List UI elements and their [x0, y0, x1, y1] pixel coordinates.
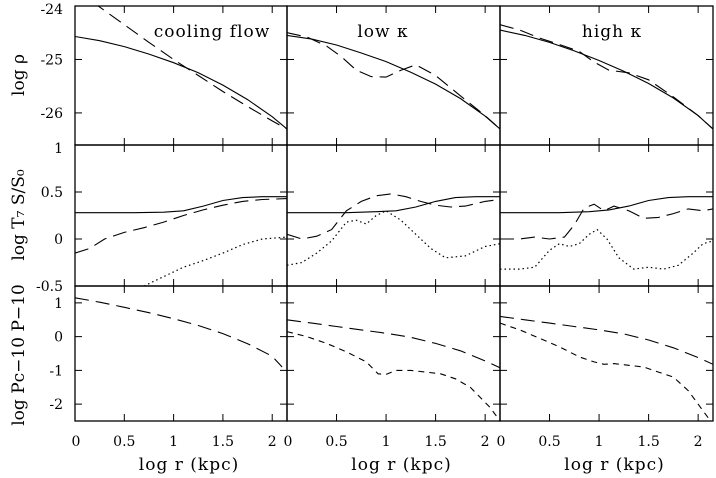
x-tick-label: 0.5: [538, 434, 560, 450]
y-axis-title: log T₇ S/S₀: [9, 169, 29, 261]
series-line-long-dash: [500, 315, 713, 365]
y-tick-label: 0: [54, 232, 63, 248]
series-line-long-dash: [97, 6, 287, 130]
x-tick-label: 0: [284, 434, 293, 450]
series-line-long-dash: [500, 203, 713, 240]
y-axis-title: log ρ: [9, 54, 29, 96]
series-line-solid: [287, 34, 500, 130]
series-line-long-dash: [500, 24, 713, 130]
x-axis-title: log r (kpc): [139, 455, 239, 475]
x-tick-label: 2: [268, 434, 277, 450]
panel-frame: [74, 144, 288, 287]
x-tick-label: 0.5: [325, 434, 347, 450]
series-line-solid: [287, 196, 500, 214]
series-line-short-dash: [500, 322, 712, 421]
panel-title: high κ: [582, 22, 642, 42]
series-line-dotted: [287, 210, 500, 266]
x-tick-label: 1.5: [637, 434, 659, 450]
y-tick-label: -26: [40, 106, 63, 122]
panel-title: cooling flow: [154, 22, 271, 42]
series-line-long-dash: [75, 297, 283, 368]
y-tick-label: -2: [49, 397, 63, 413]
series-line-long-dash: [287, 193, 500, 240]
y-axis-title: log Pc−10 P−10: [9, 284, 29, 426]
y-tick-label: -0.5: [36, 279, 63, 295]
panel-2-0-plot: [75, 297, 283, 368]
x-axis-title: log r (kpc): [351, 455, 451, 475]
panel-frame: [499, 285, 714, 422]
series-line-dotted: [143, 236, 287, 286]
series-line-solid: [500, 29, 713, 130]
series-line-solid: [500, 196, 713, 214]
panel-1-1-plot: [287, 193, 500, 266]
panel-2-1-plot: [287, 319, 500, 421]
x-tick-label: 1.5: [212, 434, 234, 450]
panel-1-0-plot: [75, 196, 287, 286]
panel-frame: [286, 285, 501, 422]
panel-frame: [74, 285, 288, 422]
series-line-solid: [75, 35, 287, 130]
y-tick-label: -1: [49, 363, 63, 379]
series-line-dotted: [500, 228, 713, 270]
series-line-solid: [75, 196, 287, 214]
panel-title: low κ: [357, 22, 408, 42]
x-tick-label: 0: [497, 434, 506, 450]
x-tick-label: 1: [382, 434, 391, 450]
panel-0-2-plot: [500, 24, 713, 130]
y-tick-label: -24: [40, 2, 63, 18]
panel-2-2-plot: [500, 315, 713, 421]
x-tick-label: 1: [595, 434, 604, 450]
y-tick-label: 0: [54, 330, 63, 346]
series-line-short-dash: [287, 331, 500, 421]
series-line-long-dash: [287, 319, 500, 369]
x-tick-label: 1: [169, 434, 178, 450]
series-line-long-dash: [287, 32, 500, 130]
panel-frame: [286, 144, 501, 287]
x-tick-label: 0: [72, 434, 81, 450]
x-tick-label: 1.5: [424, 434, 446, 450]
x-axis-title: log r (kpc): [564, 455, 664, 475]
y-tick-label: 0.5: [41, 185, 63, 201]
y-tick-label: 1: [54, 296, 63, 312]
panel-1-2-plot: [500, 196, 713, 270]
panel-0-0-plot: [75, 6, 287, 130]
panel-frame: [499, 144, 714, 287]
panel-0-1-plot: [287, 32, 500, 130]
series-line-long-dash: [75, 198, 287, 254]
x-tick-label: 2: [481, 434, 490, 450]
y-tick-label: 1: [54, 141, 63, 157]
y-tick-label: -25: [40, 52, 63, 68]
x-tick-label: 2: [694, 434, 703, 450]
x-tick-label: 0.5: [113, 434, 135, 450]
